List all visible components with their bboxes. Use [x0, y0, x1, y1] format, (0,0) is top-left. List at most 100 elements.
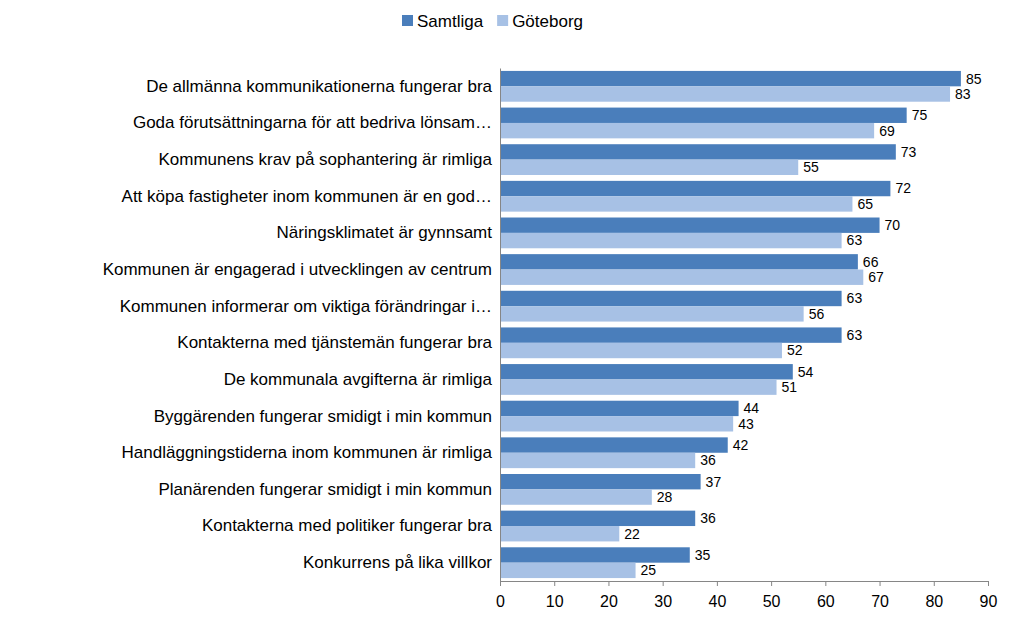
axis-line — [501, 582, 989, 587]
data-label: 43 — [738, 416, 754, 432]
bar — [500, 71, 961, 86]
tick-label: 80 — [925, 593, 943, 610]
bar — [500, 306, 804, 321]
bar — [500, 160, 798, 175]
category-label: Handläggningstiderna inom kommunen är ri… — [122, 443, 493, 462]
tick-mark — [608, 581, 609, 586]
category-label: Planärenden fungerar smidigt i min kommu… — [158, 480, 492, 499]
bar — [500, 364, 793, 379]
data-label: 37 — [706, 474, 722, 490]
tick-mark — [880, 581, 881, 586]
data-label: 44 — [744, 400, 760, 416]
tick-label: 40 — [708, 593, 726, 610]
data-label: 25 — [641, 562, 657, 578]
bar — [500, 563, 636, 578]
data-label: 66 — [863, 254, 879, 270]
legend: Samtliga Göteborg — [402, 12, 583, 31]
tick: Kommunen informerar om viktiga förändrin… — [120, 297, 500, 316]
tick: Kontakterna med tjänstemän fungerar bra — [177, 333, 500, 352]
category-label: Att köpa fastigheter inom kommunen är en… — [122, 187, 492, 206]
tick: De kommunala avgifterna är rimliga — [224, 370, 500, 389]
tick-mark — [554, 581, 555, 586]
legend-label: Samtliga — [417, 12, 484, 31]
category-label: De kommunala avgifterna är rimliga — [224, 370, 493, 389]
data-label: 52 — [787, 342, 803, 358]
data-label: 63 — [847, 232, 863, 248]
bar — [500, 416, 733, 431]
data-label: 36 — [700, 510, 716, 526]
bar — [500, 123, 874, 138]
data-label: 69 — [879, 123, 895, 139]
legend-item: Samtliga — [402, 12, 484, 31]
tick: Näringsklimatet är gynnsamt — [277, 223, 500, 242]
tick: 70 — [871, 581, 889, 610]
bar — [500, 144, 896, 159]
bar — [500, 547, 690, 562]
tick: Byggärenden fungerar smidigt i min kommu… — [154, 407, 500, 426]
legend-item: Göteborg — [497, 12, 583, 31]
category-label: Kontakterna med tjänstemän fungerar bra — [177, 333, 492, 352]
data-label: 54 — [798, 364, 814, 380]
y-axis: De allmänna kommunikationerna fungerar b… — [103, 69, 501, 582]
tick: De allmänna kommunikationerna fungerar b… — [146, 77, 500, 96]
category-label: Byggärenden fungerar smidigt i min kommu… — [154, 407, 492, 426]
tick-label: 60 — [817, 593, 835, 610]
tick-label: 0 — [496, 593, 505, 610]
legend-label: Göteborg — [512, 12, 583, 31]
bar — [500, 291, 842, 306]
tick-label: 70 — [871, 593, 889, 610]
tick-mark — [825, 581, 826, 586]
data-label: 51 — [782, 379, 798, 395]
category-label: Kommunens krav på sophantering är rimlig… — [158, 150, 492, 169]
bar — [500, 453, 695, 468]
category-label: Kommunen informerar om viktiga förändrin… — [120, 297, 492, 316]
tick-label: 10 — [546, 593, 564, 610]
bar — [500, 379, 777, 394]
tick: Kommunens krav på sophantering är rimlig… — [158, 150, 500, 169]
axis-line — [500, 69, 501, 582]
data-label: 56 — [809, 306, 825, 322]
data-label: 36 — [700, 452, 716, 468]
legend-swatch — [497, 15, 508, 26]
tick: 90 — [980, 581, 998, 610]
category-label: Konkurrens på lika villkor — [303, 553, 492, 572]
bar — [500, 181, 890, 196]
bar — [500, 327, 842, 342]
tick-mark — [717, 581, 718, 586]
category-label: Goda förutsättningarna för att bedriva l… — [133, 113, 492, 132]
data-label: 63 — [847, 327, 863, 343]
data-label: 63 — [847, 290, 863, 306]
tick-mark — [663, 581, 664, 586]
bars — [500, 71, 961, 578]
tick: Goda förutsättningarna för att bedriva l… — [133, 113, 500, 132]
data-label: 85 — [966, 71, 982, 87]
bar — [500, 526, 619, 541]
data-label: 42 — [733, 437, 749, 453]
tick: 30 — [654, 581, 672, 610]
bar — [500, 254, 858, 269]
bar — [500, 489, 652, 504]
bar — [500, 218, 880, 233]
data-label: 35 — [695, 547, 711, 563]
tick: 80 — [925, 581, 943, 610]
data-label: 83 — [955, 86, 971, 102]
bar — [500, 233, 842, 248]
data-label: 55 — [803, 159, 819, 175]
tick-mark — [934, 581, 935, 586]
tick: 20 — [600, 581, 618, 610]
bar — [500, 86, 950, 101]
tick: 10 — [546, 581, 564, 610]
bar-series — [500, 86, 950, 578]
data-label: 65 — [857, 196, 873, 212]
bar — [500, 437, 728, 452]
bar — [500, 343, 782, 358]
tick: Konkurrens på lika villkor — [303, 553, 500, 572]
data-label: 72 — [895, 180, 911, 196]
tick-label: 90 — [980, 593, 998, 610]
tick-mark — [988, 581, 989, 586]
tick-label: 20 — [600, 593, 618, 610]
tick: Planärenden fungerar smidigt i min kommu… — [158, 480, 500, 499]
data-label: 28 — [657, 489, 673, 505]
bar — [500, 270, 863, 285]
category-label: Näringsklimatet är gynnsamt — [277, 223, 493, 242]
